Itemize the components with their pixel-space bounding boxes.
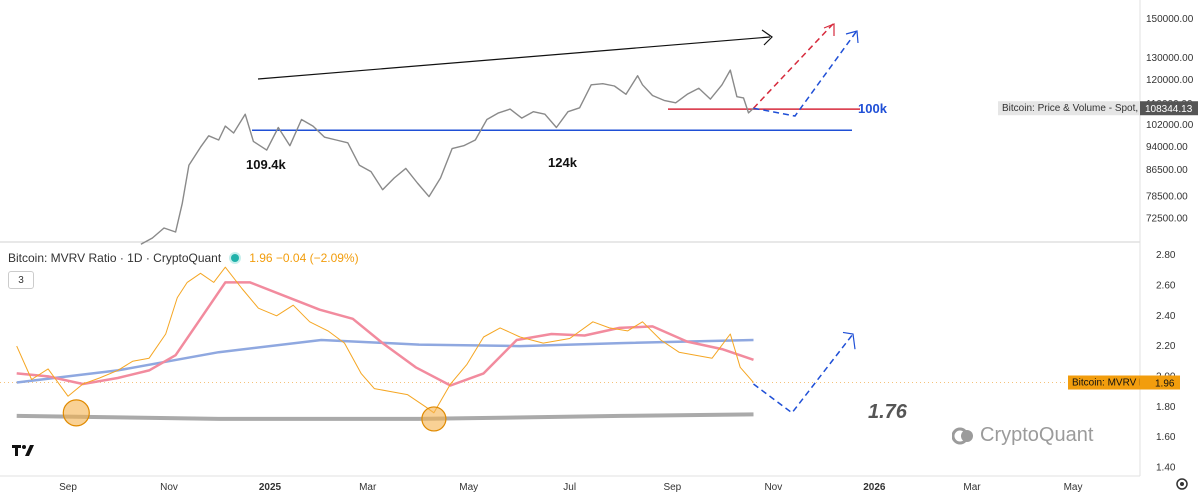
time-tick-label: May bbox=[459, 482, 478, 493]
source-status-icon bbox=[231, 254, 240, 262]
time-tick-label: May bbox=[1064, 482, 1083, 493]
mvrv-tick-label: 1.60 bbox=[1156, 432, 1176, 443]
time-tick-label: Sep bbox=[663, 482, 681, 493]
time-tick-label: Nov bbox=[160, 482, 178, 493]
trend-arrow-head bbox=[761, 29, 773, 46]
price-tick-label: 150000.00 bbox=[1146, 14, 1194, 25]
time-tick-label: Mar bbox=[359, 482, 377, 493]
price-last-value: 108344.13 bbox=[1145, 104, 1193, 115]
mvrv-projection-head bbox=[842, 331, 856, 350]
time-tick-label: Sep bbox=[59, 482, 77, 493]
indicator-count-badge[interactable]: 3 bbox=[8, 271, 34, 289]
mvrv-ma-short-line bbox=[16, 281, 754, 387]
mvrv-ma-long-line bbox=[16, 338, 754, 384]
mvrv-legend: Bitcoin: MVRV Ratio · 1D · CryptoQuant 1… bbox=[8, 250, 359, 266]
price-tick-label: 120000.00 bbox=[1146, 75, 1194, 86]
projection-blue-head bbox=[845, 30, 859, 44]
tradingview-logo-icon bbox=[11, 443, 35, 461]
price-tick-label: 86500.00 bbox=[1146, 165, 1188, 176]
mvrv-last-title-bg bbox=[1068, 375, 1140, 390]
price-last-title-bg bbox=[998, 101, 1140, 116]
mvrv-low-marker bbox=[421, 406, 447, 432]
mvrv-tick-label: 2.60 bbox=[1156, 280, 1176, 291]
gear-icon[interactable] bbox=[1174, 476, 1190, 492]
annotation-1-76: 1.76 bbox=[868, 401, 908, 423]
price-tick-label: 130000.00 bbox=[1146, 53, 1194, 64]
mvrv-tick-label: 1.40 bbox=[1156, 462, 1176, 473]
price-tick-label: 94000.00 bbox=[1146, 142, 1188, 153]
mvrv-ratio-line bbox=[16, 266, 754, 414]
projection-blue-dashed bbox=[753, 31, 857, 117]
price-tick-label: 78500.00 bbox=[1146, 192, 1188, 203]
price-last-value-bg bbox=[1140, 101, 1198, 116]
price-tick-label: 72500.00 bbox=[1146, 213, 1188, 224]
time-tick-label: 2025 bbox=[259, 482, 282, 493]
mvrv-low-marker bbox=[62, 399, 90, 427]
time-tick-label: Mar bbox=[963, 482, 981, 493]
mvrv-last-value-bg bbox=[1140, 375, 1180, 390]
price-tick-label: 102000.00 bbox=[1146, 120, 1194, 131]
mvrv-legend-value: 1.96 −0.04 (−2.09%) bbox=[249, 251, 359, 265]
trend-arrow-line bbox=[257, 36, 771, 80]
price-series-line bbox=[140, 69, 754, 245]
cryptoquant-mark-icon bbox=[951, 425, 974, 447]
mvrv-legend-title: Bitcoin: MVRV Ratio · 1D · CryptoQuant bbox=[8, 251, 222, 265]
time-tick-label: Jul bbox=[563, 482, 576, 493]
mvrv-tick-label: 2.20 bbox=[1156, 341, 1176, 352]
mvrv-projection-dashed bbox=[753, 333, 854, 414]
mvrv-tick-label: 1.80 bbox=[1156, 402, 1176, 413]
cryptoquant-logo: CryptoQuant bbox=[951, 424, 1094, 447]
mvrv-last-title: Bitcoin: MVRV Ratio bbox=[1072, 378, 1163, 389]
price-last-title: Bitcoin: Price & Volume - Spot, All E... bbox=[1002, 103, 1169, 114]
projection-red-dashed bbox=[752, 23, 834, 109]
annotation-100k: 100k bbox=[858, 101, 888, 116]
projection-red-head bbox=[823, 23, 835, 36]
mvrv-tick-label: 2.80 bbox=[1156, 250, 1176, 261]
annotation-109k: 109.4k bbox=[246, 157, 287, 172]
time-tick-label: Nov bbox=[764, 482, 782, 493]
mvrv-tick-label: 2.40 bbox=[1156, 311, 1176, 322]
mvrv-last-value: 1.96 bbox=[1155, 379, 1175, 390]
time-tick-label: 2026 bbox=[863, 482, 886, 493]
cryptoquant-logo-text: CryptoQuant bbox=[980, 424, 1094, 446]
annotation-124k: 124k bbox=[548, 155, 578, 170]
mvrv-base-line bbox=[16, 412, 754, 421]
